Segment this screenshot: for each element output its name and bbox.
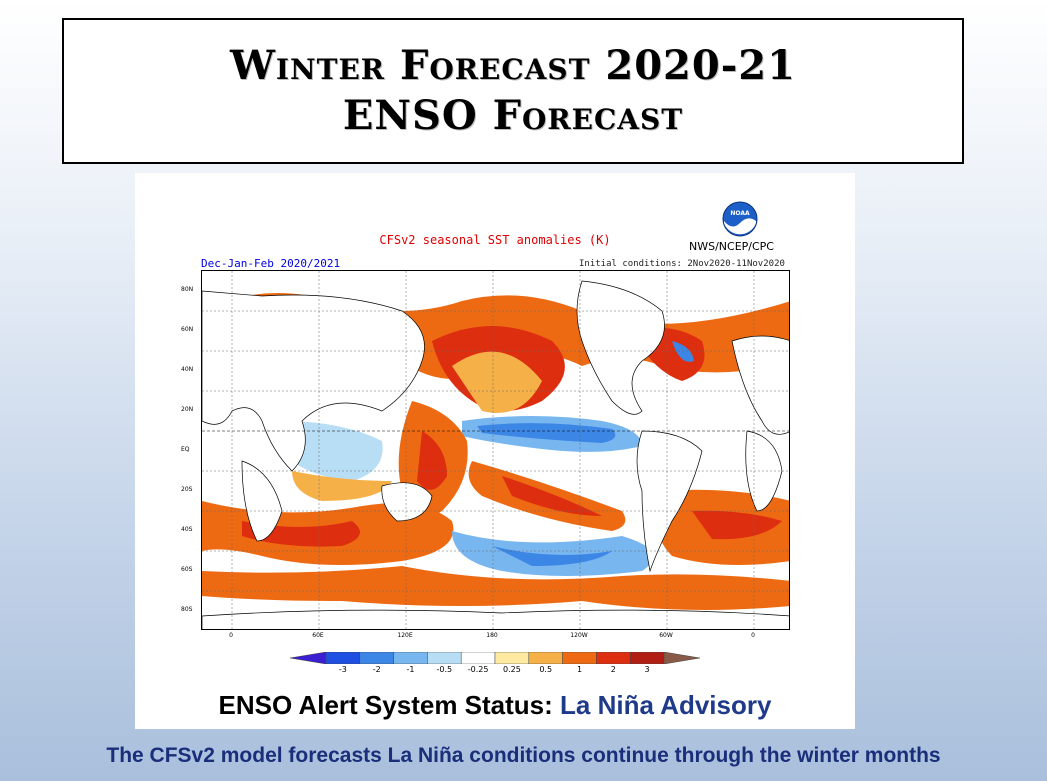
lat-tick-label: 20S	[181, 486, 193, 493]
slide-title-line2: ENSO Forecast	[342, 92, 684, 139]
slide-title-line1: Winter Forecast 2020-21	[230, 42, 796, 89]
lon-tick-label: 60E	[312, 632, 324, 639]
noaa-logo: NOAA	[722, 201, 758, 237]
colorbar-segment	[393, 652, 428, 664]
lon-tick-label: 60W	[659, 632, 673, 639]
colorbar-segment	[528, 652, 563, 664]
lat-tick-label: 60N	[181, 326, 194, 333]
sst-anomaly-field	[202, 271, 789, 629]
colorbar-tick-label: -2	[372, 665, 381, 674]
lat-tick-label: 20N	[181, 406, 194, 413]
lat-tick-label: 80S	[181, 606, 193, 613]
colorbar-segment	[427, 652, 462, 664]
lon-tick-label: 0	[751, 632, 755, 639]
alert-label: ENSO Alert System Status:	[218, 690, 553, 720]
colorbar-segment	[460, 652, 496, 664]
noaa-logo-text: NOAA	[730, 210, 750, 217]
colorbar-tick-label: -3	[338, 665, 347, 674]
colorbar-tick-label: 3	[644, 665, 650, 674]
sst-forecast-figure: NOAA NWS/NCEP/CPC CFSv2 seasonal SST ano…	[135, 173, 855, 729]
sst-anomaly-map	[201, 270, 790, 630]
slide-caption: The CFSv2 model forecasts La Niña condit…	[106, 744, 941, 767]
title-box: Winter Forecast 2020-21 ENSO Forecast	[62, 18, 964, 164]
enso-alert-status: ENSO Alert System Status: La Niña Adviso…	[135, 690, 855, 721]
colorbar-segment	[629, 652, 665, 664]
colorbar-tick-label: 1	[576, 665, 583, 674]
colorbar	[290, 652, 700, 664]
initial-conditions-label: Initial conditions: 2Nov2020-11Nov2020	[579, 259, 785, 269]
colorbar-tick-label: -1	[406, 665, 415, 674]
colorbar-tick-label: -0.5	[436, 665, 453, 674]
colorbar-segment	[494, 652, 530, 664]
season-label: Dec-Jan-Feb 2020/2021	[201, 257, 341, 270]
colorbar-max-arrow	[663, 652, 700, 664]
lon-tick-label: 180	[486, 632, 498, 639]
agency-label: NWS/NCEP/CPC	[689, 240, 774, 253]
colorbar-segment	[596, 652, 631, 664]
lon-tick-label: 120E	[397, 632, 413, 639]
lat-tick-label: 60S	[181, 566, 193, 573]
lat-tick-label: 40N	[181, 366, 194, 373]
colorbar-segment	[359, 652, 394, 664]
lat-tick-label: 80N	[181, 286, 194, 293]
figure-title: CFSv2 seasonal SST anomalies (K)	[379, 233, 611, 247]
alert-status-value: La Niña Advisory	[560, 690, 772, 720]
colorbar-segment	[325, 652, 361, 664]
colorbar-tick-label: 0.5	[539, 665, 553, 674]
lat-tick-label: 40S	[181, 526, 193, 533]
colorbar-tick-label: -0.25	[467, 665, 489, 674]
colorbar-segment	[562, 652, 597, 664]
colorbar-tick-label: 0.25	[502, 665, 521, 674]
lat-tick-label: EQ	[181, 446, 190, 453]
colorbar-min-arrow	[290, 652, 327, 664]
lon-tick-label: 120W	[570, 632, 588, 639]
lon-tick-label: 0	[229, 632, 233, 639]
colorbar-tick-label: 2	[610, 665, 616, 674]
